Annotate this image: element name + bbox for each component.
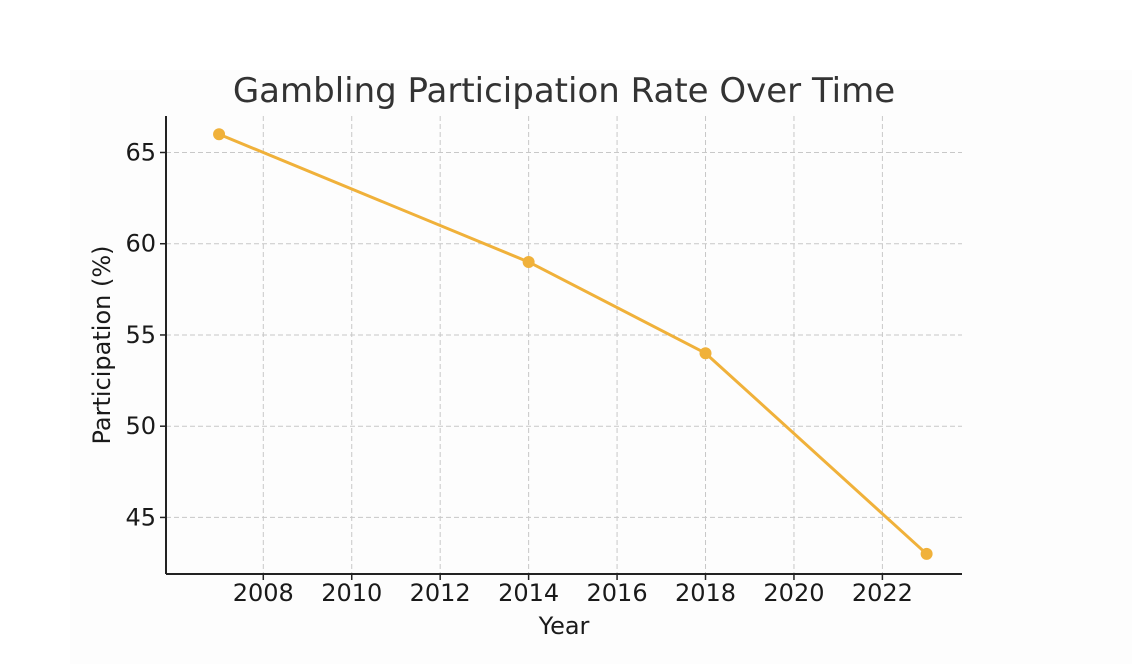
x-axis-label: Year bbox=[538, 612, 590, 640]
y-axis-label: Participation (%) bbox=[88, 246, 116, 445]
y-tick-label: 55 bbox=[125, 321, 156, 349]
y-tick-label: 45 bbox=[125, 503, 156, 531]
y-tick-label: 65 bbox=[125, 138, 156, 166]
tick-labels: 2008 2010 2012 2014 2016 2018 2020 2022 45 50 55 60… bbox=[125, 138, 912, 607]
x-tick-label: 2016 bbox=[587, 579, 648, 607]
x-tick-label: 2018 bbox=[675, 579, 736, 607]
y-tick-label: 60 bbox=[125, 230, 156, 258]
series-line bbox=[218, 132, 928, 556]
series bbox=[213, 128, 933, 560]
y-tick-label: 50 bbox=[125, 412, 156, 440]
chart-area bbox=[70, 70, 1132, 664]
data-point bbox=[213, 128, 226, 141]
data-point bbox=[920, 547, 933, 560]
x-tick-label: 2008 bbox=[233, 579, 294, 607]
x-tick-label: 2010 bbox=[321, 579, 382, 607]
data-point bbox=[522, 255, 535, 268]
x-tick-label: 2014 bbox=[498, 579, 559, 607]
chart-title: Gambling Participation Rate Over Time bbox=[233, 71, 895, 111]
data-point bbox=[699, 347, 712, 360]
grid bbox=[166, 116, 962, 574]
x-tick-label: 2022 bbox=[852, 579, 913, 607]
x-tick-label: 2012 bbox=[410, 579, 471, 607]
x-tick-label: 2020 bbox=[763, 579, 824, 607]
axes bbox=[160, 116, 962, 580]
